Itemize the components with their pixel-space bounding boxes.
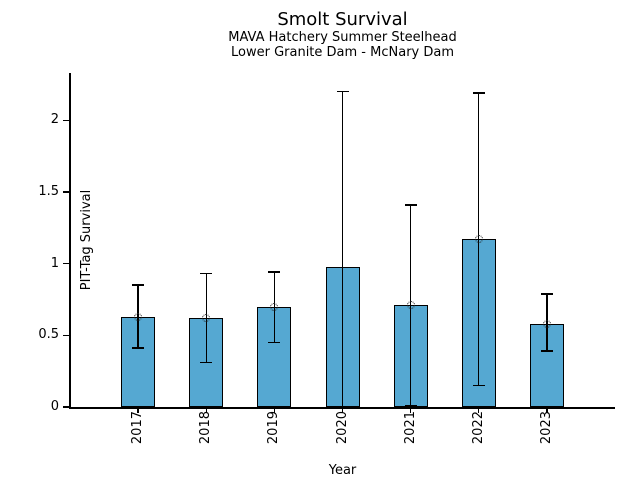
errorbar-cap-bottom-2022 (472, 384, 485, 387)
point-marker-2019 (270, 302, 279, 311)
errorbar-cap-top-2022 (472, 92, 485, 94)
errorbar-cap-bottom-2019 (268, 341, 281, 344)
errorbar-cap-bottom-2021 (404, 404, 417, 407)
errorbar-cap-top-2023 (540, 292, 553, 295)
y-tick-label-1: 1 (50, 255, 59, 271)
y-tick-0 (63, 406, 69, 408)
point-marker-2023 (542, 319, 551, 328)
point-marker-2021 (406, 301, 415, 310)
y-axis-label: PIT-Tag Survival (79, 189, 94, 291)
errorbar-cap-top-2019 (268, 271, 281, 274)
point-marker-2022 (474, 235, 483, 244)
x-tick-2018 (205, 408, 207, 413)
errorbar-cap-bottom-2020 (336, 406, 349, 408)
x-tick-label-2019: 2019 (266, 411, 282, 445)
x-tick-2017 (137, 408, 139, 413)
errorbar-cap-bottom-2017 (132, 347, 145, 350)
x-tick-2023 (546, 408, 548, 413)
errorbar-cap-top-2020 (336, 90, 349, 93)
errorbar-cap-bottom-2018 (200, 361, 213, 364)
x-tick-2019 (273, 408, 276, 413)
errorbar-2020 (341, 91, 344, 407)
errorbar-cap-top-2018 (200, 272, 213, 275)
x-tick-label-2023: 2023 (538, 411, 554, 445)
chart-title: Smolt Survival (277, 9, 408, 30)
x-tick-2021 (409, 408, 412, 413)
errorbar-cap-top-2021 (404, 204, 417, 206)
x-axis-label: Year (328, 463, 357, 478)
y-tick-label-1.5: 1.5 (38, 183, 59, 199)
y-tick-1 (63, 262, 69, 265)
x-tick-2022 (478, 408, 480, 413)
y-axis-spine (69, 73, 71, 408)
x-tick-label-2021: 2021 (402, 411, 418, 445)
y-tick-label-0: 0 (50, 399, 59, 414)
x-tick-label-2017: 2017 (130, 411, 146, 445)
x-tick-2020 (341, 408, 344, 413)
y-tick-1.5 (63, 191, 69, 193)
errorbar-cap-bottom-2023 (540, 350, 553, 352)
errorbar-cap-top-2017 (132, 284, 145, 286)
x-tick-label-2018: 2018 (198, 411, 214, 445)
y-tick-0.5 (63, 334, 69, 337)
point-marker-2018 (202, 314, 211, 323)
y-tick-label-0.5: 0.5 (38, 327, 59, 343)
point-marker-2017 (134, 312, 143, 321)
plot-area: PIT-Tag Survival Year 0 0.5 1 1.5 2 2017 2018 2… (38, 73, 615, 478)
chart-subtitle-line2: Lower Granite Dam - McNary Dam (231, 45, 454, 60)
chart-subtitle-line1: MAVA Hatchery Summer Steelhead (228, 30, 457, 45)
y-tick-label-2: 2 (50, 112, 59, 128)
x-tick-label-2020: 2020 (334, 411, 350, 445)
y-tick-2 (63, 119, 69, 121)
x-tick-label-2022: 2022 (470, 411, 486, 445)
